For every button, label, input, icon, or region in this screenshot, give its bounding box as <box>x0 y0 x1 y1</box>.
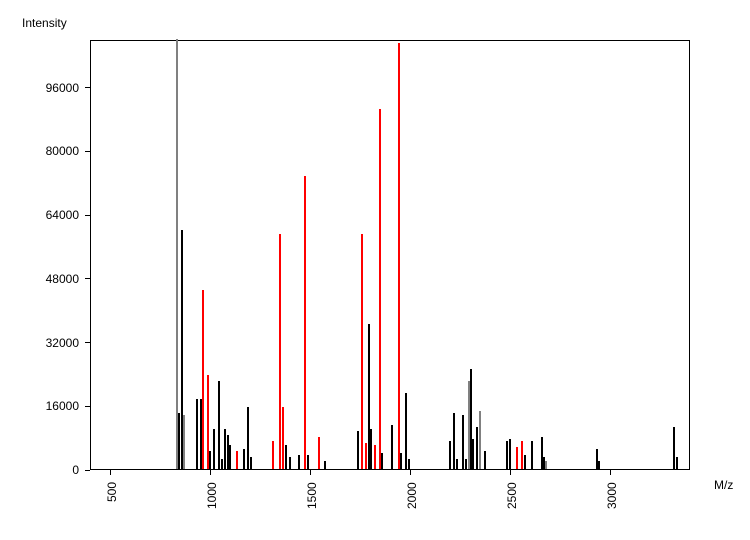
spectrum-peak <box>476 427 478 469</box>
x-axis-title: M/z <box>714 478 733 492</box>
x-tick-mark <box>610 470 611 475</box>
spectrum-peak <box>531 441 533 469</box>
spectrum-peak <box>307 455 309 469</box>
mass-spectrum-chart: Intensity M/z 0 16000 32000 48000 64000 80000… <box>0 0 750 540</box>
spectrum-peak <box>545 461 547 469</box>
spectrum-peak <box>272 441 274 469</box>
spectrum-peak <box>285 445 287 469</box>
spectrum-peak <box>598 461 600 469</box>
spectrum-peak <box>400 453 402 469</box>
spectrum-peak <box>324 461 326 469</box>
spectrum-peak <box>509 439 511 469</box>
y-tick-mark <box>85 342 90 343</box>
spectrum-peak <box>357 431 359 469</box>
x-tick-label: 3000 <box>605 482 619 509</box>
spectrum-peak <box>398 43 400 469</box>
spectrum-peak <box>405 393 407 469</box>
spectrum-peak <box>365 443 367 469</box>
spectrum-peak <box>221 459 223 469</box>
spectrum-peak <box>516 447 518 469</box>
y-tick-label: 64000 <box>0 208 79 222</box>
y-tick-label: 32000 <box>0 336 79 350</box>
spectrum-peak <box>479 411 481 469</box>
x-tick-label: 2000 <box>405 482 419 509</box>
x-tick-label: 1500 <box>305 482 319 509</box>
spectrum-peak <box>196 399 198 469</box>
plot-area <box>90 40 690 470</box>
spectrum-peak <box>408 459 410 469</box>
spectrum-peak <box>673 427 675 469</box>
spectrum-peak <box>298 455 300 469</box>
spectrum-peak <box>289 457 291 469</box>
x-tick-label: 1000 <box>205 482 219 509</box>
y-tick-mark <box>85 87 90 88</box>
spectrum-peak <box>506 441 508 469</box>
x-tick-mark <box>210 470 211 475</box>
spectrum-peak <box>176 39 178 469</box>
x-tick-mark <box>110 470 111 475</box>
spectrum-peak <box>304 176 306 469</box>
spectrum-peak <box>229 445 231 469</box>
spectrum-peak <box>370 429 372 469</box>
spectrum-peak <box>247 407 249 469</box>
spectrum-peak <box>521 441 523 469</box>
spectrum-peak <box>453 413 455 469</box>
x-tick-label: 2500 <box>505 482 519 509</box>
spectrum-peak <box>178 413 180 469</box>
spectrum-peak <box>484 451 486 469</box>
y-tick-label: 0 <box>0 463 79 477</box>
spectrum-peak <box>676 457 678 469</box>
x-tick-mark <box>510 470 511 475</box>
spectrum-peak <box>318 437 320 469</box>
x-tick-label: 500 <box>105 482 119 502</box>
spectrum-peak <box>379 109 381 469</box>
y-tick-mark <box>85 151 90 152</box>
spectrum-peak <box>218 381 220 469</box>
y-axis-title: Intensity <box>22 16 67 30</box>
y-tick-label: 96000 <box>0 81 79 95</box>
spectrum-peak <box>462 415 464 469</box>
y-tick-label: 16000 <box>0 399 79 413</box>
spectrum-peak <box>213 429 215 469</box>
y-tick-mark <box>85 215 90 216</box>
spectrum-peak <box>465 459 467 469</box>
spectrum-peak <box>250 457 252 469</box>
x-tick-mark <box>410 470 411 475</box>
y-tick-mark <box>85 470 90 471</box>
y-tick-label: 48000 <box>0 272 79 286</box>
y-tick-label: 80000 <box>0 144 79 158</box>
spectrum-peak <box>209 451 211 469</box>
spectrum-peak <box>236 451 238 469</box>
spectrum-peak <box>361 234 363 469</box>
spectrum-peak <box>243 449 245 469</box>
spectrum-peak <box>202 290 204 469</box>
y-tick-mark <box>85 278 90 279</box>
spectrum-peak <box>456 459 458 469</box>
spectrum-peak <box>224 429 226 469</box>
spectrum-peak <box>524 455 526 469</box>
spectrum-peak <box>279 234 281 469</box>
spectrum-peak <box>183 415 185 469</box>
spectrum-peak <box>449 441 451 469</box>
spectrum-peak <box>472 439 474 469</box>
y-tick-mark <box>85 406 90 407</box>
spectrum-peak <box>374 445 376 469</box>
spectrum-peak <box>282 407 284 469</box>
spectrum-peak <box>381 453 383 469</box>
spectrum-peak <box>391 425 393 469</box>
x-tick-mark <box>310 470 311 475</box>
